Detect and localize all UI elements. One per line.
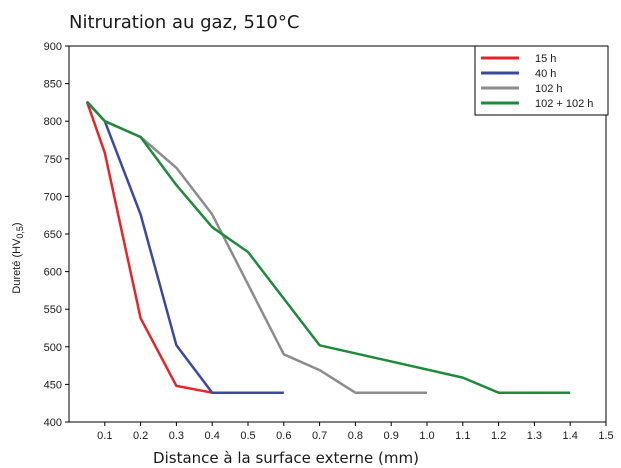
x-tick-label: 1.3 [527,430,542,442]
x-tick-label: 1.4 [563,430,578,442]
y-tick-label: 600 [44,267,62,279]
x-tick-label: 0.1 [97,430,112,442]
y-axis-label-subscript: 0,5 [15,226,25,239]
x-tick-label: 0.3 [169,430,184,442]
series-line-3 [85,100,427,394]
series-line-1 [85,101,284,394]
x-tick-label: 1.5 [598,430,613,442]
legend: 15 h 40 h 102 h 102 + 102 h [474,45,609,116]
y-axis-label-main: Dureté (HV [11,238,23,294]
x-tick-label: 0.6 [276,430,291,442]
y-tick-label: 500 [44,342,62,354]
y-axis-label-close: ) [11,222,23,226]
chart-marks [85,100,571,394]
y-tick-label: 700 [44,191,62,203]
y-tick-label: 550 [44,304,62,316]
x-tick-label: 1.0 [419,430,434,442]
y-tick-label: 650 [44,229,62,241]
y-tick-label: 900 [44,41,62,53]
plot-frame: 400 450 500 550 600 650 700 750 800 850 900 0.1 0.2 0… [44,41,614,442]
x-tick-label: 0.7 [312,430,327,442]
chart-title: Nitruration au gaz, 510°C [69,12,299,33]
y-tick-label: 850 [44,79,62,91]
legend-label: 15 h [535,53,556,65]
legend-label: 40 h [535,68,556,80]
x-axis-label: Distance à la surface externe (mm) [153,449,419,467]
legend-label: 102 + 102 h [535,98,593,110]
series-line-4 [85,100,571,394]
x-tick-label: 0.5 [240,430,255,442]
legend-label: 102 h [535,83,563,95]
x-tick-label: 1.1 [455,430,470,442]
y-tick-label: 800 [44,116,62,128]
x-tick-label: 0.9 [384,430,399,442]
x-tick-label: 0.8 [348,430,363,442]
x-tick-label: 0.2 [133,430,148,442]
x-tick-label: 1.2 [491,430,506,442]
y-tick-label: 450 [44,379,62,391]
y-tick-label: 400 [44,417,62,429]
x-tick-label: 0.4 [205,430,220,442]
series-line-2 [85,100,284,394]
y-axis-label: Dureté (HV0,5) [11,222,25,293]
y-tick-label: 750 [44,154,62,166]
